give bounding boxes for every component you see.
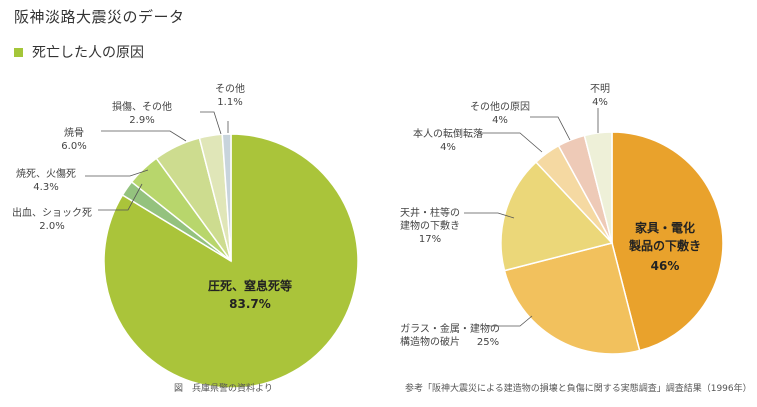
slice-label-furniture-line1: 家具・電化 bbox=[635, 220, 695, 235]
pie-slice-0 bbox=[611, 131, 724, 352]
bullet-square-icon bbox=[14, 47, 23, 57]
slice-label-burn: 焼死、火傷死 bbox=[16, 167, 76, 180]
section-heading: 死亡した人の原因 bbox=[14, 42, 144, 62]
source-note-left: 図 兵庫県警の資料より bbox=[174, 384, 273, 394]
source-note-right: 参考「阪神大震災による建造物の損壊と負傷に関する実態調査」調査結果（1996年） bbox=[405, 384, 752, 394]
section-label: 死亡した人の原因 bbox=[32, 45, 144, 61]
slice-value-unknown: 4% bbox=[592, 97, 608, 108]
slice-value-ceiling: 17% bbox=[419, 234, 441, 245]
pie-chart-injury-causes: 不明 4% その他の原因 4% 本人の転倒転落 4% 天井・柱等の 建物の下敷き… bbox=[400, 83, 724, 355]
slice-value-bleeding: 2.0% bbox=[39, 221, 64, 232]
slice-value-furniture: 46% bbox=[651, 259, 680, 273]
slice-label-bleeding: 出血、ショック死 bbox=[12, 206, 92, 219]
slice-value-burn: 4.3% bbox=[33, 182, 58, 193]
slice-label-furniture-line2: 製品の下敷き bbox=[628, 238, 701, 253]
slice-value-injury-other: 2.9% bbox=[129, 115, 154, 126]
slice-label-other-cause: その他の原因 bbox=[470, 100, 530, 113]
slice-label-ceiling-line2: 建物の下敷き bbox=[400, 219, 460, 232]
slice-value-other-cause: 4% bbox=[492, 115, 508, 126]
slice-label-crush: 圧死、窒息死等 bbox=[208, 278, 292, 293]
slice-value-crush: 83.7% bbox=[229, 297, 271, 311]
slice-label-other: その他 bbox=[215, 82, 245, 95]
slice-label-ceiling-line1: 天井・柱等の bbox=[400, 206, 460, 219]
page-title: 阪神淡路大震災のデータ bbox=[14, 8, 185, 26]
pie-slice-1 bbox=[503, 242, 641, 355]
slice-value-other: 1.1% bbox=[217, 97, 242, 108]
pie-slice-5 bbox=[221, 133, 232, 262]
slice-label-fall: 本人の転倒転落 bbox=[413, 127, 483, 140]
slice-value-fall: 4% bbox=[440, 142, 456, 153]
slice-value-glass: 25% bbox=[477, 337, 499, 348]
pie-chart-death-causes: その他 1.1% 損傷、その他 2.9% 焼骨 6.0% 焼死、火傷死 4.3%… bbox=[12, 82, 359, 389]
slice-value-bone: 6.0% bbox=[61, 141, 86, 152]
pie-slice-2 bbox=[500, 161, 614, 272]
slice-label-bone: 焼骨 bbox=[64, 127, 84, 139]
slice-label-glass-line2: 構造物の破片 bbox=[400, 335, 460, 348]
slice-label-unknown: 不明 bbox=[590, 83, 610, 95]
slice-label-glass-line1: ガラス・金属・建物の bbox=[400, 322, 500, 335]
slice-label-injury-other: 損傷、その他 bbox=[112, 100, 172, 113]
